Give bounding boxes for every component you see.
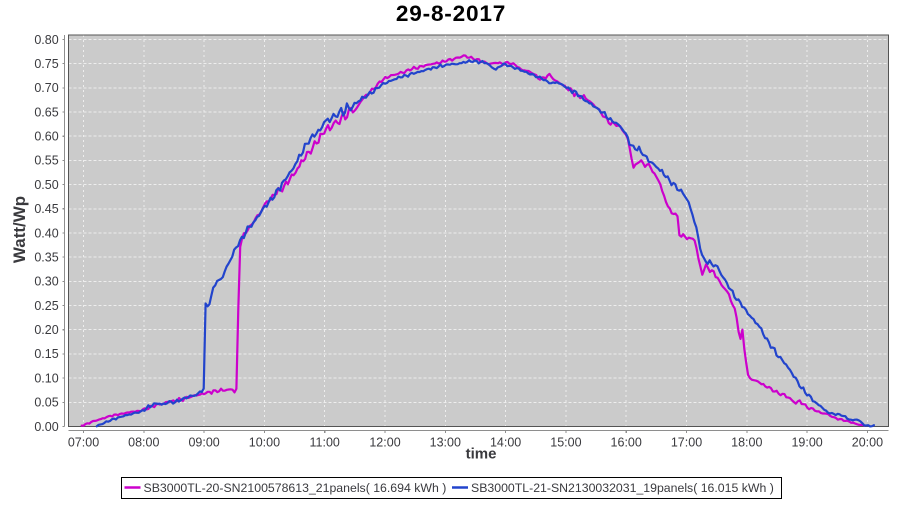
svg-text:19:00: 19:00 bbox=[791, 436, 822, 450]
svg-text:0.45: 0.45 bbox=[34, 202, 58, 216]
svg-text:07:00: 07:00 bbox=[68, 436, 99, 450]
svg-text:0.55: 0.55 bbox=[34, 154, 58, 168]
svg-text:0.15: 0.15 bbox=[34, 347, 58, 361]
svg-text:0.60: 0.60 bbox=[34, 130, 58, 144]
svg-text:18:00: 18:00 bbox=[731, 436, 762, 450]
svg-text:0.20: 0.20 bbox=[34, 323, 58, 337]
svg-text:0.50: 0.50 bbox=[34, 178, 58, 192]
svg-text:0.10: 0.10 bbox=[34, 371, 58, 385]
svg-text:0.70: 0.70 bbox=[34, 81, 58, 95]
svg-text:29-8-2017: 29-8-2017 bbox=[396, 1, 506, 26]
svg-text:09:00: 09:00 bbox=[188, 436, 219, 450]
svg-text:17:00: 17:00 bbox=[671, 436, 702, 450]
svg-text:12:00: 12:00 bbox=[369, 436, 400, 450]
svg-text:08:00: 08:00 bbox=[128, 436, 159, 450]
svg-text:SB3000TL-20-SN2100578613_21pan: SB3000TL-20-SN2100578613_21panels( 16.69… bbox=[144, 481, 447, 495]
svg-text:16:00: 16:00 bbox=[611, 436, 642, 450]
svg-text:0.30: 0.30 bbox=[34, 275, 58, 289]
svg-text:0.75: 0.75 bbox=[34, 57, 58, 71]
svg-text:0.25: 0.25 bbox=[34, 299, 58, 313]
svg-text:SB3000TL-21-SN2130032031_19pan: SB3000TL-21-SN2130032031_19panels( 16.01… bbox=[471, 481, 774, 495]
svg-text:0.00: 0.00 bbox=[34, 420, 58, 434]
svg-text:13:00: 13:00 bbox=[430, 436, 461, 450]
svg-text:0.35: 0.35 bbox=[34, 250, 58, 264]
svg-text:20:00: 20:00 bbox=[852, 436, 883, 450]
svg-text:11:00: 11:00 bbox=[310, 436, 340, 450]
svg-text:0.05: 0.05 bbox=[34, 396, 58, 410]
svg-text:14:00: 14:00 bbox=[490, 436, 521, 450]
svg-text:10:00: 10:00 bbox=[249, 436, 280, 450]
svg-text:0.40: 0.40 bbox=[34, 226, 58, 240]
svg-text:15:00: 15:00 bbox=[550, 436, 581, 450]
svg-text:time: time bbox=[466, 446, 497, 463]
svg-text:0.65: 0.65 bbox=[34, 105, 58, 119]
svg-text:Watt/Wp: Watt/Wp bbox=[10, 196, 29, 263]
svg-text:0.80: 0.80 bbox=[34, 33, 58, 47]
